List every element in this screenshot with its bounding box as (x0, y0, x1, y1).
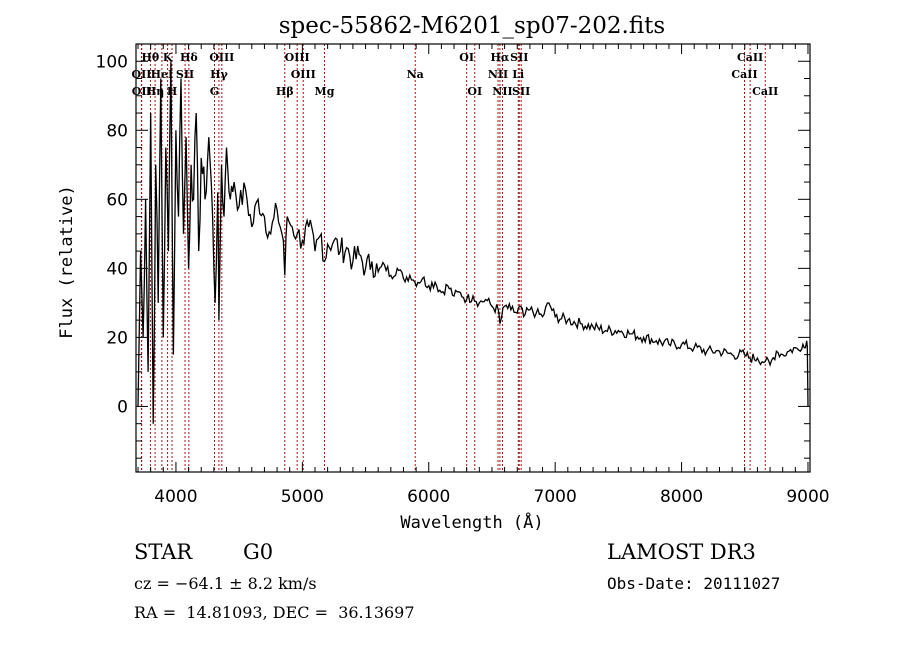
line-marker-label: CaII (752, 85, 778, 98)
y-tick-label: 80 (106, 121, 128, 141)
line-marker-label: G (210, 85, 219, 98)
x-tick-label: 7000 (534, 487, 577, 507)
y-axis: 0 20 40 60 80 100 (96, 43, 810, 459)
line-marker-label: Hη (146, 85, 164, 98)
line-marker-label: SII (510, 51, 528, 64)
line-marker-label: Hβ (276, 85, 294, 98)
line-marker-label: CaII (731, 68, 757, 81)
line-marker-label: OIII (285, 51, 310, 64)
line-marker-label: Hδ (180, 51, 198, 64)
x-axis-label: Wavelength (Å) (400, 511, 543, 533)
line-marker-label: OI (467, 85, 482, 98)
line-marker-label: SII (512, 85, 530, 98)
x-tick-label: 8000 (660, 487, 703, 507)
object-subclass: G0 (243, 540, 274, 564)
line-marker-label: Na (407, 68, 424, 81)
obs-date: Obs-Date: 20111027 (607, 574, 781, 593)
plot-frame (135, 43, 811, 473)
y-tick-label: 100 (96, 52, 128, 72)
line-marker-label: Hα (490, 51, 509, 64)
y-axis-label: Flux (relative) (57, 185, 77, 339)
y-tick-label: 40 (106, 259, 128, 279)
redshift-text: cz = −64.1 ± 8.2 km/s (134, 574, 317, 593)
object-class: STAR (134, 540, 193, 564)
y-tick-label: 60 (106, 190, 128, 210)
survey-name: LAMOST DR3 (607, 540, 756, 564)
x-axis: 4000 5000 6000 7000 8000 9000 (137, 44, 830, 507)
flux-series-line (137, 61, 809, 424)
line-marker-label: Li (512, 68, 524, 81)
y-tick-label: 0 (117, 397, 128, 417)
x-tick-label: 4000 (154, 487, 197, 507)
line-marker-label: HeI (151, 68, 174, 81)
chart-title: spec-55862-M6201_sp07-202.fits (279, 13, 665, 39)
line-marker-label: OIII (209, 51, 234, 64)
line-marker-label: OIII (291, 68, 316, 81)
line-marker-label: K (163, 51, 173, 64)
line-marker-label: CaII (737, 51, 763, 64)
line-marker-label: Hγ (210, 68, 228, 81)
line-marker-label: OII (132, 85, 152, 98)
line-marker-label: Hθ (142, 51, 160, 64)
line-marker-label: H (167, 85, 177, 98)
line-markers (140, 44, 766, 472)
line-marker-label: OII (131, 68, 151, 81)
line-marker-label: NII (488, 68, 508, 81)
x-tick-label: 6000 (407, 487, 450, 507)
line-marker-label: OI (459, 51, 474, 64)
x-tick-label: 5000 (281, 487, 324, 507)
coordinates-text: RA = 14.81093, DEC = 36.13697 (134, 603, 415, 622)
line-marker-label: NII (492, 85, 512, 98)
line-marker-label: SII (176, 68, 194, 81)
line-marker-label: Mg (315, 85, 335, 98)
x-tick-label: 9000 (786, 487, 829, 507)
y-tick-label: 20 (106, 328, 128, 348)
